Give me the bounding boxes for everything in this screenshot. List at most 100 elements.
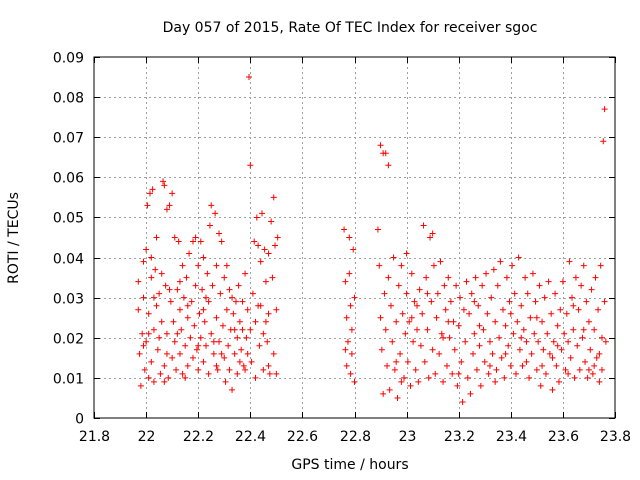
data-point (265, 310, 272, 317)
data-point (209, 282, 216, 289)
data-point (523, 358, 530, 365)
data-point (183, 274, 190, 281)
data-point (424, 326, 431, 333)
data-point (229, 294, 236, 301)
data-point (598, 334, 605, 341)
data-point (262, 278, 269, 285)
data-point (493, 366, 500, 373)
data-point (239, 326, 246, 333)
data-point (385, 274, 392, 281)
data-point (575, 306, 582, 313)
data-point (458, 358, 465, 365)
data-point (377, 142, 384, 149)
data-point (170, 318, 177, 325)
data-point (488, 294, 495, 301)
x-tick-label: 23.4 (496, 429, 527, 445)
data-point (136, 350, 143, 357)
data-point (475, 302, 482, 309)
data-point (554, 342, 561, 349)
data-point (428, 298, 435, 305)
data-point (213, 262, 220, 269)
data-point (199, 286, 206, 293)
data-point (542, 370, 549, 377)
data-point (162, 282, 169, 289)
data-point (203, 342, 210, 349)
data-point (274, 234, 281, 241)
data-point (380, 390, 387, 397)
data-point (260, 366, 267, 373)
data-point (147, 190, 154, 197)
data-point (229, 386, 236, 393)
data-point (390, 254, 397, 261)
data-point (529, 270, 536, 277)
data-point (186, 250, 193, 257)
x-tick-label: 22.6 (287, 429, 318, 445)
data-point (483, 270, 490, 277)
data-point (481, 358, 488, 365)
data-point (473, 366, 480, 373)
data-point (430, 262, 437, 269)
data-point (174, 330, 181, 337)
data-point (592, 274, 599, 281)
data-point (549, 386, 556, 393)
data-point (161, 182, 168, 189)
data-point (217, 290, 224, 297)
data-point (154, 346, 161, 353)
data-point (555, 378, 562, 385)
data-point (382, 150, 389, 157)
data-point (589, 370, 596, 377)
data-point (421, 358, 428, 365)
data-point (189, 238, 196, 245)
y-tick-label: 0.02 (53, 332, 84, 348)
data-point (184, 362, 191, 369)
data-point (484, 310, 491, 317)
data-point (222, 378, 229, 385)
data-point (572, 274, 579, 281)
data-point (342, 278, 349, 285)
data-point (346, 234, 353, 241)
data-point (549, 354, 556, 361)
y-tick-label: 0 (75, 412, 84, 428)
data-point (210, 338, 217, 345)
data-point (381, 290, 388, 297)
data-point (223, 306, 230, 313)
data-point (273, 370, 280, 377)
data-point (252, 318, 259, 325)
data-point (565, 338, 572, 345)
data-point (192, 282, 199, 289)
data-point (391, 366, 398, 373)
x-tick-label: 22.4 (235, 429, 266, 445)
data-point (135, 306, 142, 313)
data-point (176, 350, 183, 357)
data-point (583, 298, 590, 305)
x-tick-label: 23.6 (548, 429, 579, 445)
data-point (235, 282, 242, 289)
data-point (509, 262, 516, 269)
data-point (584, 374, 591, 381)
data-point (545, 278, 552, 285)
data-point (537, 382, 544, 389)
data-point (455, 370, 462, 377)
data-point (156, 290, 163, 297)
data-point (425, 374, 432, 381)
data-point (212, 210, 219, 217)
data-point (386, 386, 393, 393)
data-point (502, 322, 509, 329)
data-point (350, 246, 357, 253)
data-point (378, 346, 385, 353)
data-point (419, 310, 426, 317)
data-point (344, 338, 351, 345)
data-point (206, 222, 213, 229)
data-point (601, 106, 608, 113)
data-point (424, 290, 431, 297)
data-point (450, 318, 457, 325)
data-point (414, 326, 421, 333)
data-point (496, 334, 503, 341)
data-point (148, 358, 155, 365)
data-point (270, 350, 277, 357)
data-point (596, 350, 603, 357)
data-point (544, 330, 551, 337)
data-point (442, 306, 449, 313)
data-point (541, 294, 548, 301)
data-point (252, 374, 259, 381)
